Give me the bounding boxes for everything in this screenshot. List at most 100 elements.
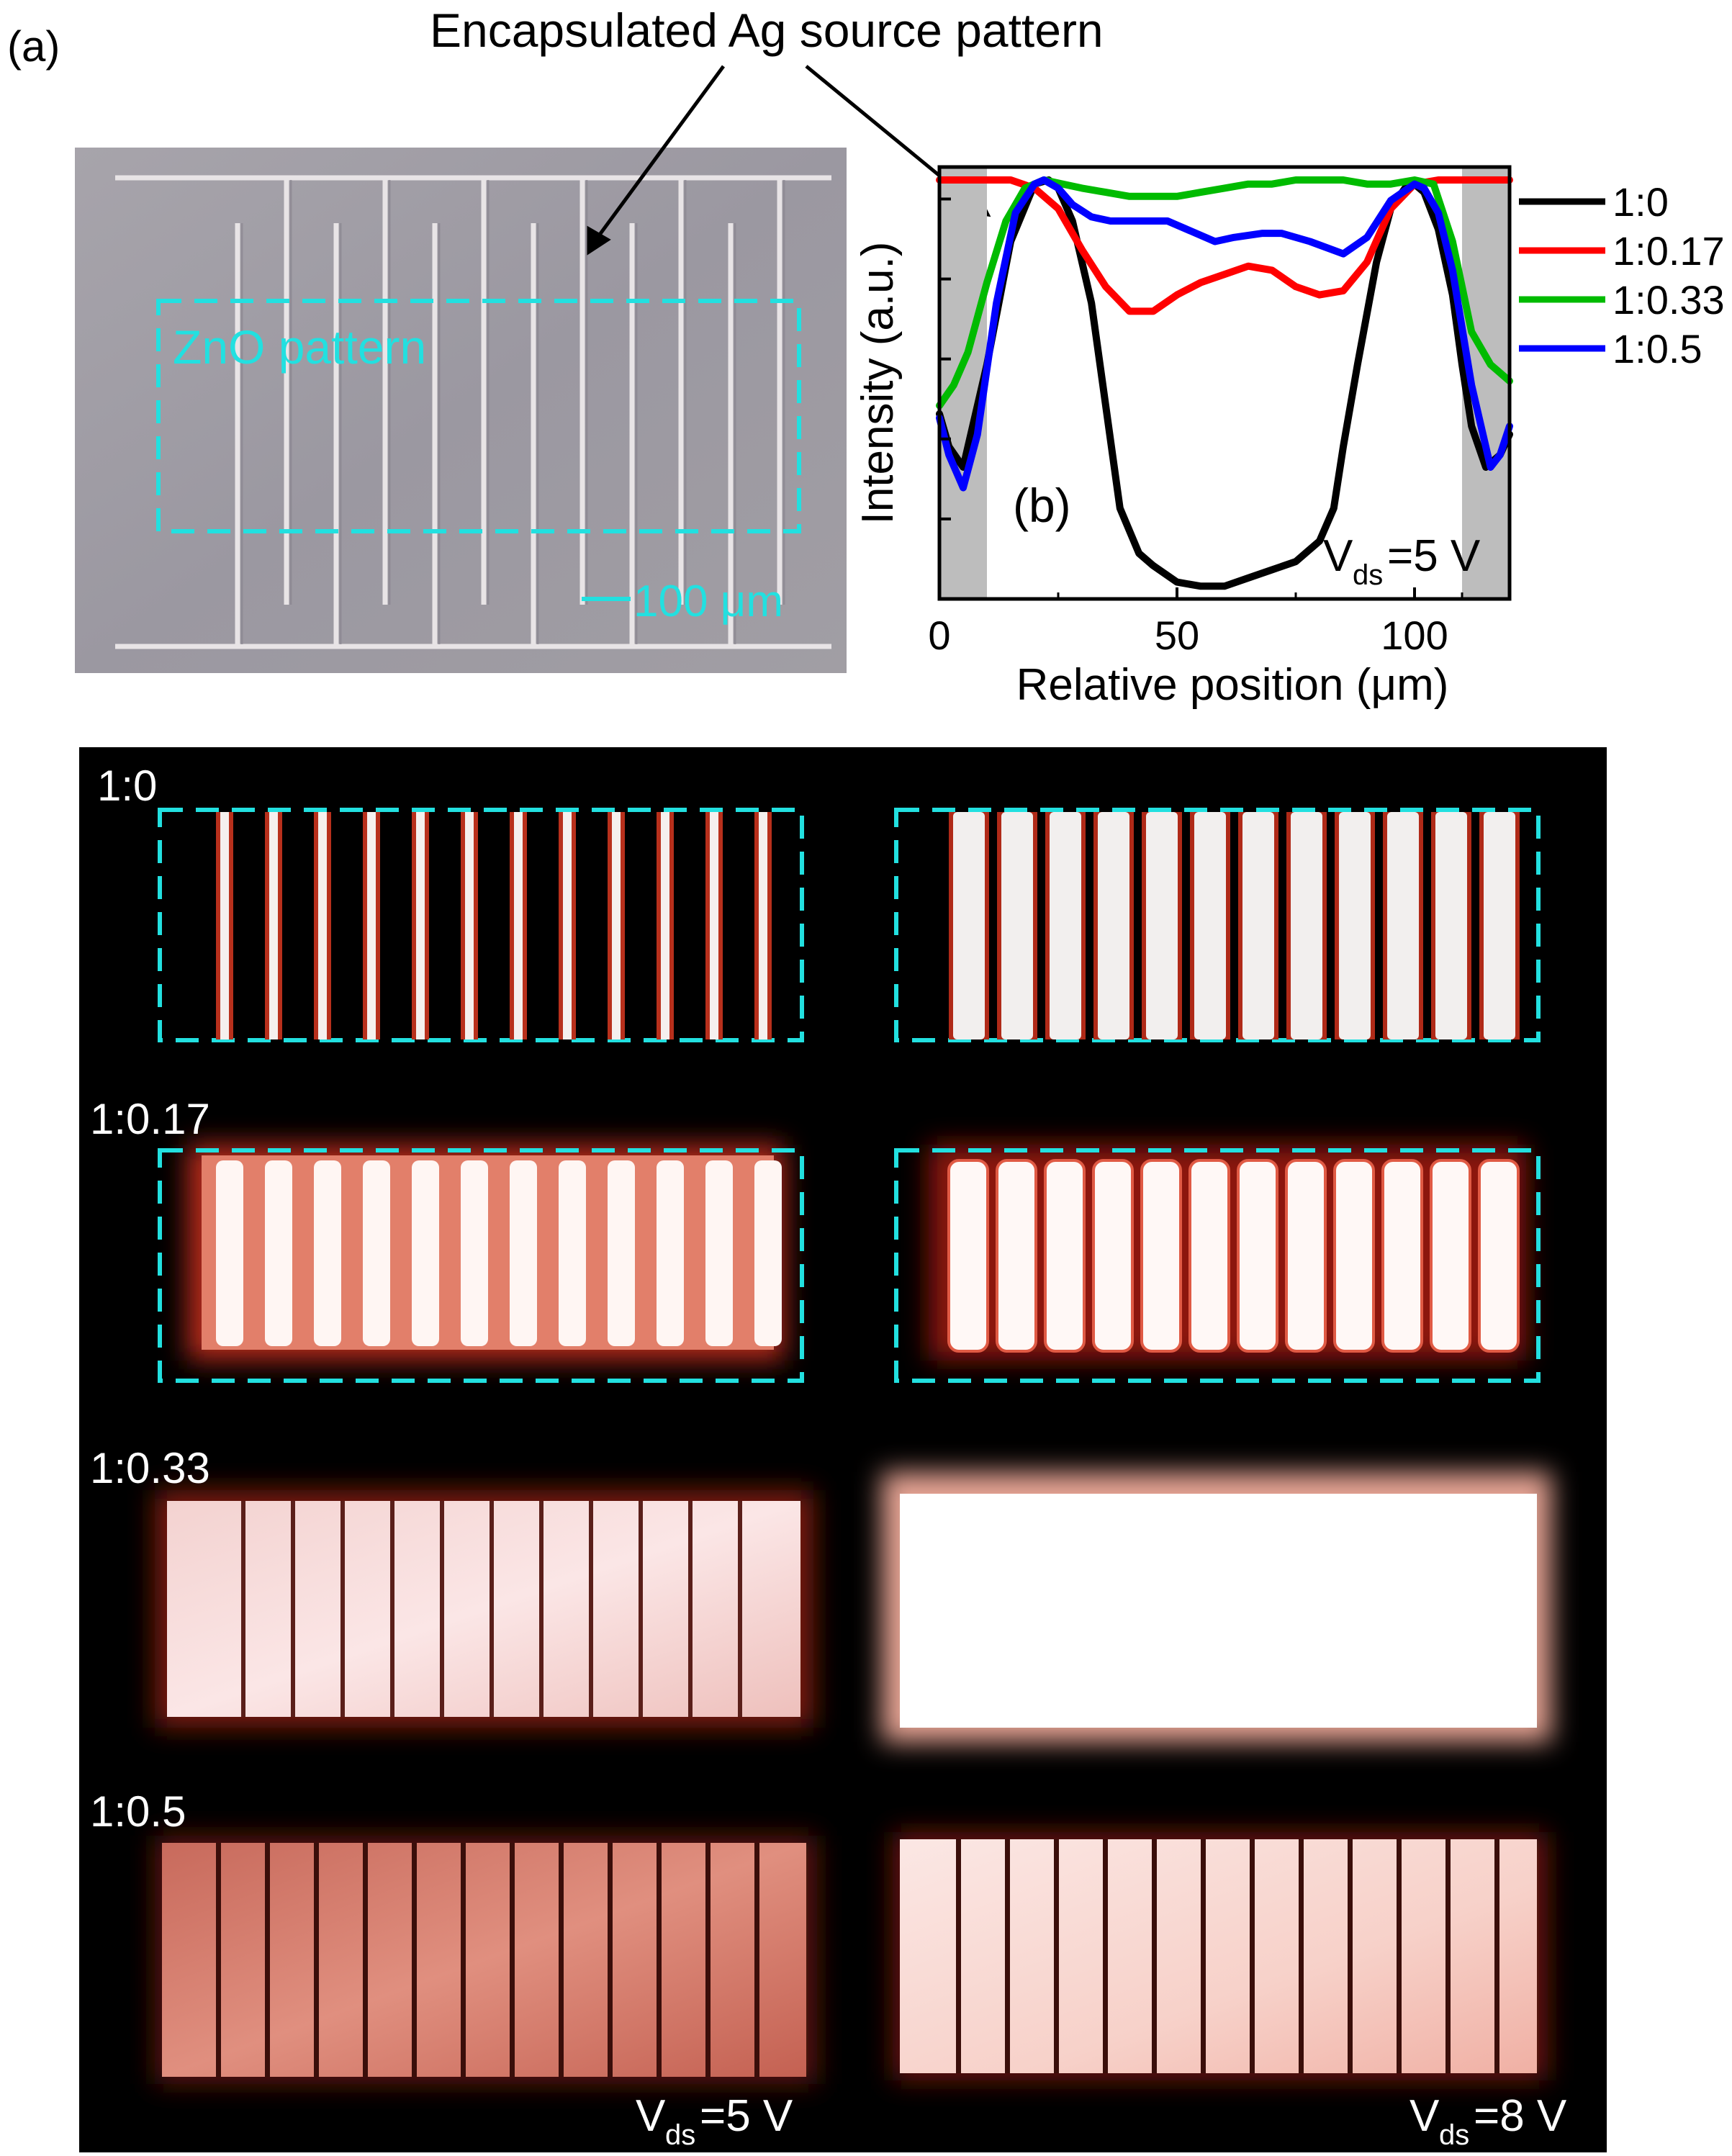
row4-right-fill [900,1839,1537,2073]
row3-left-electrode-2 [291,1501,295,1717]
row4-right-electrode-9 [1348,1839,1353,2073]
row2-right-band-5 [1140,1159,1182,1353]
row2-right-band-4 [1092,1159,1134,1353]
ag-comb-electrodes-shadow [240,180,785,644]
row-label-3: 1:0.33 [90,1444,210,1492]
row1-right-line-core-10 [1387,812,1419,1039]
row2-right-band-6 [1189,1159,1230,1353]
panel-b-bias: V ds =5 V [1323,531,1481,591]
row1-left-line-core-1 [220,812,229,1039]
panel-b-bias-value: =5 V [1387,531,1481,581]
row1-left-dashed-box [158,808,804,1042]
right-bias-prefix: V [1409,2091,1440,2141]
row3-left-electrode-3 [340,1501,345,1717]
ag-comb-electrodes [115,175,831,649]
row2-left-band-2 [265,1160,292,1346]
row1-left-emission-lines [216,812,772,1039]
row4-right-electrode-11 [1445,1839,1451,2073]
row2-left-band-10 [657,1160,684,1346]
x-tick-label-1: 0 [928,613,950,658]
emission-grid: 1:0 1:0.17 1:0.33 1:0.5 V ds =5 V V ds =… [79,747,1607,2152]
row1-right-line-core-11 [1435,812,1467,1039]
row3-left-electrode-lines [241,1501,742,1717]
row1-right-line-core-8 [1291,812,1322,1039]
row2-left-dashed-box [158,1148,804,1383]
zno-pattern-box [156,299,801,533]
row2-left-band-6 [461,1160,488,1346]
row3-right-fill [900,1494,1537,1728]
row4-right-electrode-5 [1152,1839,1157,2073]
x-axis-label: Relative position (μm) [1016,660,1449,710]
row1-right-line-core-1 [953,812,985,1039]
row4-right-electrode-10 [1397,1839,1402,2073]
row1-left-line-core-9 [612,812,621,1039]
emission-row-3 [155,1472,1551,1742]
row4-right-electrode-8 [1299,1839,1304,2073]
y-axis-label: Intensity (a.u.) [853,242,903,525]
panel-b-bias-prefix: V [1323,531,1353,581]
row1-right-line-core-3 [1050,812,1081,1039]
row4-left-electrode-lines [216,1843,759,2077]
row2-right-band-7 [1237,1159,1278,1353]
row2-left-band-1 [216,1160,243,1346]
row2-right-emission-bands [947,1159,1520,1353]
row1-left-line-core-11 [710,812,718,1039]
row2-left-band-8 [559,1160,586,1346]
row-label-4: 1:0.5 [90,1787,186,1836]
row4-left-electrode-11 [705,1843,711,2077]
row2-left-emission-bands [216,1160,782,1346]
row1-left-line-core-3 [318,812,327,1039]
row4-left-electrode-10 [657,1843,662,2077]
x-tick-label-3: 100 [1381,613,1448,658]
row3-left-electrode-1 [241,1501,245,1717]
row-label-2: 1:0.17 [90,1095,210,1143]
series-line-3 [936,176,1513,410]
row1-left-line-core-8 [563,812,572,1039]
row4-right-electrode-3 [1054,1839,1059,2073]
left-bias-value: =5 V [700,2091,793,2141]
row4-left-electrode-6 [461,1843,466,2077]
row1-left-line-core-6 [465,812,474,1039]
row4-left-electrode-5 [412,1843,417,2077]
right-bias-label: V ds =8 V [1409,2091,1567,2151]
row1-left-line-core-4 [367,812,376,1039]
row1-right-line-core-5 [1146,812,1178,1039]
row1-right-line-core-2 [1001,812,1033,1039]
panel-a-label: (a) [7,22,60,71]
row1-left-line-core-5 [416,812,425,1039]
chart-series-group [936,176,1513,590]
row1-left-line-core-2 [269,812,278,1039]
zno-pattern-label: ZnO pattern [173,320,426,374]
row4-left-electrode-12 [754,1843,759,2077]
row1-right-emission-lines [949,812,1520,1039]
row3-left-electrode-9 [639,1501,643,1717]
chart-legend: 1:01:0.171:0.331:0.5 [1519,179,1725,371]
left-bias-label: V ds =5 V [636,2091,793,2151]
row4-right-electrode-7 [1250,1839,1255,2073]
ag-source-annotation: Encapsulated Ag source pattern [430,4,1104,57]
row1-right-dashed-box [894,808,1541,1042]
emission-row-4 [155,1832,1548,2084]
series-line-4 [936,176,1513,492]
row4-left-electrode-1 [216,1843,221,2077]
row3-left-electrode-10 [688,1501,693,1717]
row3-left-electrode-11 [738,1501,742,1717]
row4-right-electrode-2 [1005,1839,1010,2073]
legend-label-1: 1:0 [1613,179,1669,225]
row4-right-electrode-6 [1201,1839,1206,2073]
row2-left-band-5 [412,1160,439,1346]
panel-b-label: (b) [1013,479,1071,532]
row4-right-electrode-1 [956,1839,961,2073]
row1-right-line-core-7 [1242,812,1274,1039]
right-bias-subscript: ds [1439,2119,1469,2151]
chart-ticks: 0 50 100 [928,197,1463,658]
emission-row-2 [158,1145,1541,1383]
row3-left-electrode-5 [440,1501,444,1717]
intensity-chart: 0 50 100 Intensity (a.u.) Relative positio… [853,165,1725,710]
row4-right-electrode-12 [1494,1839,1499,2073]
row4-left-electrode-9 [608,1843,613,2077]
left-bias-prefix: V [636,2091,666,2141]
row3-left-electrode-8 [589,1501,593,1717]
row1-right-line-core-9 [1339,812,1371,1039]
